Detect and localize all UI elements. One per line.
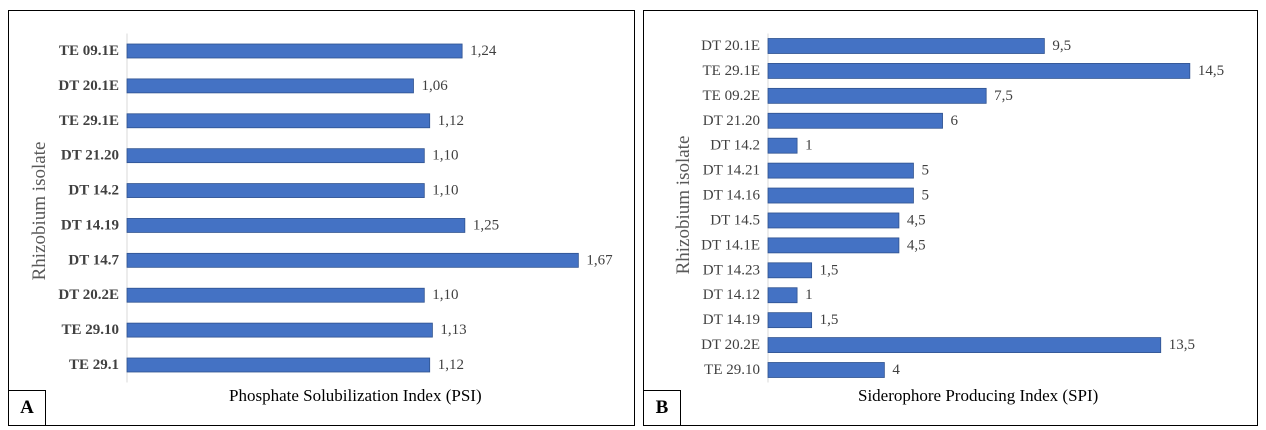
- chart-b-category-label-5: DT 14.2: [710, 138, 760, 154]
- chart-b-bar-7: [767, 187, 914, 204]
- chart-a-svg: TE 09.1E 1,24 DT 20.1E 1,06 TE 29.1E 1,12 DT 2…: [58, 33, 613, 383]
- chart-b-category-label-11: DT 14.12: [703, 287, 760, 303]
- chart-b-data-label-1: 9,5: [1052, 38, 1071, 54]
- chart-panel-b: DT 20.1E 9,5 TE 29.1E 14,5 TE 09.2E 7,5 DT 21.…: [643, 10, 1258, 426]
- chart-b-data-label-11: 1: [805, 287, 813, 303]
- chart-b-bar-10: [767, 262, 813, 279]
- chart-a-bar-4: [126, 148, 425, 164]
- chart-a-category-label-7: DT 14.7: [68, 252, 119, 268]
- chart-b-data-label-5: 1: [805, 138, 813, 154]
- chart-a-bar-7: [126, 252, 579, 268]
- chart-b-xlabel: Siderophore Producing Index (SPI): [858, 386, 1099, 405]
- chart-a-category-label-5: DT 14.2: [68, 183, 119, 199]
- chart-b-data-label-3: 7,5: [994, 88, 1013, 104]
- chart-a-category-label-6: DT 14.19: [61, 217, 119, 233]
- chart-a-bar-6: [126, 218, 466, 233]
- chart-a-data-label-4: 1,10: [432, 148, 458, 164]
- chart-a-data-label-10: 1,12: [438, 357, 464, 373]
- chart-b-category-label-7: DT 14.16: [703, 188, 761, 204]
- chart-b-ylabel: Rhizobium isolate: [673, 135, 694, 275]
- chart-b-category-label-12: DT 14.19: [703, 312, 760, 328]
- chart-b-bar-8: [767, 212, 900, 229]
- chart-b-category-label-10: DT 14.23: [703, 262, 760, 278]
- chart-a-bar-2: [126, 78, 414, 94]
- chart-a-category-label-4: DT 21.20: [61, 148, 119, 164]
- chart-b-data-label-8: 4,5: [907, 212, 926, 228]
- chart-a-data-label-3: 1,12: [438, 113, 464, 129]
- chart-b-bar-3: [767, 87, 987, 104]
- chart-b-category-label-3: TE 09.2E: [703, 88, 761, 104]
- chart-b-category-label-4: DT 21.20: [703, 113, 760, 129]
- chart-b-bar-14: [767, 362, 885, 378]
- chart-b-data-label-4: 6: [951, 113, 959, 129]
- chart-b-data-label-7: 5: [921, 188, 929, 204]
- chart-a-category-label-1: TE 09.1E: [59, 43, 119, 59]
- chart-b-category-label-9: DT 14.1E: [701, 237, 760, 253]
- chart-a-xlabel: Phosphate Solubilization Index (PSI): [229, 386, 482, 405]
- chart-a-data-label-6: 1,25: [473, 217, 499, 233]
- chart-a-bar-3: [126, 113, 431, 129]
- chart-b-category-label-14: TE 29.10: [704, 362, 760, 378]
- chart-a-category-label-9: TE 29.10: [61, 322, 119, 338]
- chart-b-data-label-14: 4: [892, 362, 900, 378]
- chart-b-bar-13: [767, 337, 1162, 353]
- chart-b-bar-6: [767, 162, 914, 179]
- chart-a-data-label-5: 1,10: [432, 183, 458, 199]
- chart-a-category-label-2: DT 20.1E: [58, 78, 119, 94]
- chart-b-category-label-1: DT 20.1E: [701, 38, 760, 54]
- chart-b-data-label-6: 5: [921, 163, 929, 179]
- chart-a-bar-5: [126, 183, 425, 198]
- chart-a-data-label-2: 1,06: [421, 78, 448, 94]
- chart-a-bar-1: [126, 43, 463, 59]
- panel-letter-b: B: [643, 390, 681, 426]
- panel-letter-a: A: [8, 390, 46, 426]
- chart-a-category-label-3: TE 29.1E: [59, 113, 119, 129]
- chart-b-bar-4: [767, 112, 943, 129]
- chart-b-bar-2: [767, 63, 1191, 79]
- chart-a-data-label-8: 1,10: [432, 287, 458, 303]
- chart-a-data-label-1: 1,24: [470, 43, 497, 59]
- chart-a-bar-10: [126, 357, 431, 373]
- chart-a-data-label-9: 1,13: [440, 322, 466, 338]
- chart-b-bar-11: [767, 287, 798, 304]
- chart-panel-a: TE 09.1E 1,24 DT 20.1E 1,06 TE 29.1E 1,12 DT 2…: [8, 10, 635, 426]
- chart-a-category-label-10: TE 29.1: [69, 357, 119, 373]
- chart-b-category-label-2: TE 29.1E: [703, 63, 761, 79]
- chart-b-data-label-2: 14,5: [1198, 63, 1224, 79]
- chart-b-data-label-13: 13,5: [1169, 337, 1195, 353]
- chart-b-category-label-6: DT 14.21: [703, 163, 760, 179]
- chart-b-data-label-9: 4,5: [907, 237, 926, 253]
- chart-a-bar-9: [126, 322, 433, 338]
- chart-b-bar-12: [767, 312, 813, 329]
- chart-a-ylabel: Rhizobium isolate: [29, 141, 50, 281]
- chart-b-bar-9: [767, 237, 900, 254]
- chart-b-data-label-10: 1,5: [820, 262, 839, 278]
- chart-b-svg: DT 20.1E 9,5TE 29.1E 14,5TE 09.2E 7,5DT 21.…: [701, 33, 1224, 383]
- chart-b-category-label-13: DT 20.2E: [701, 337, 760, 353]
- chart-a-category-label-8: DT 20.2E: [58, 287, 119, 303]
- chart-b-category-label-8: DT 14.5: [710, 212, 760, 228]
- chart-a-bar-8: [126, 287, 425, 303]
- chart-b-bar-1: [767, 38, 1045, 54]
- chart-a-data-label-7: 1,67: [586, 252, 613, 268]
- chart-b-data-label-12: 1,5: [820, 312, 839, 328]
- chart-b-bar-5: [767, 137, 798, 154]
